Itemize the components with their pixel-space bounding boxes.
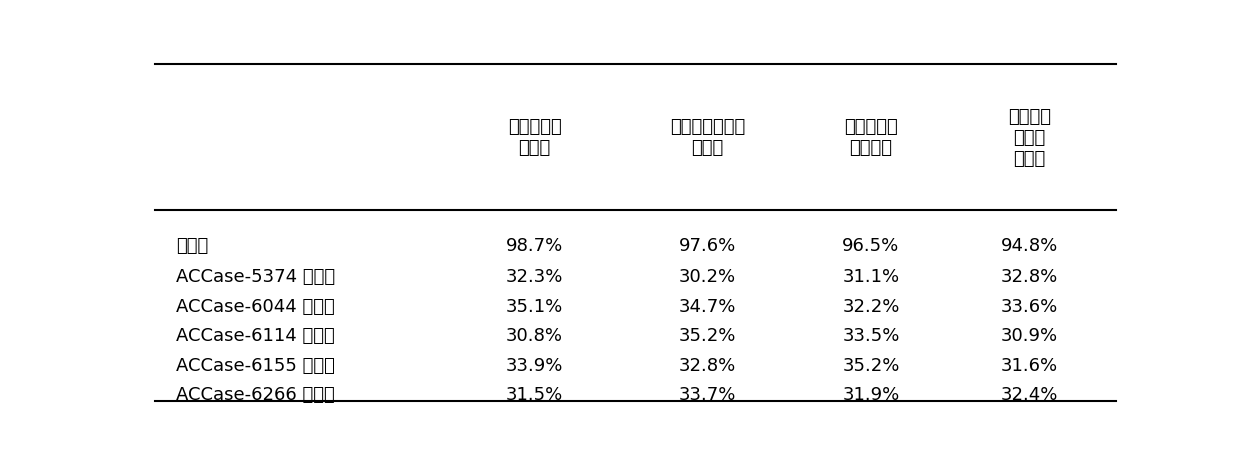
Text: 31.1%: 31.1% xyxy=(842,267,899,285)
Text: 35.1%: 35.1% xyxy=(506,297,563,315)
Text: 野生型: 野生型 xyxy=(176,236,208,254)
Text: 31.5%: 31.5% xyxy=(506,386,563,404)
Text: ACCase-6155 突变体: ACCase-6155 突变体 xyxy=(176,356,335,374)
Text: 96.5%: 96.5% xyxy=(842,236,899,254)
Text: 烯草酮伤害
害百分比: 烯草酮伤害 害百分比 xyxy=(844,118,898,157)
Text: 34.7%: 34.7% xyxy=(678,297,737,315)
Text: ACCase-5374 突变体: ACCase-5374 突变体 xyxy=(176,267,335,285)
Text: 30.9%: 30.9% xyxy=(1001,327,1058,345)
Text: ACCase-6044 突变体: ACCase-6044 突变体 xyxy=(176,297,335,315)
Text: 吡氟禾草
灵伤害
百分比: 吡氟禾草 灵伤害 百分比 xyxy=(1008,108,1052,167)
Text: 94.8%: 94.8% xyxy=(1001,236,1058,254)
Text: 喹禾灵伤害
百分比: 喹禾灵伤害 百分比 xyxy=(507,118,562,157)
Text: 98.7%: 98.7% xyxy=(506,236,563,254)
Text: 35.2%: 35.2% xyxy=(678,327,737,345)
Text: 33.5%: 33.5% xyxy=(842,327,900,345)
Text: 33.6%: 33.6% xyxy=(1001,297,1058,315)
Text: ACCase-6114 突变体: ACCase-6114 突变体 xyxy=(176,327,335,345)
Text: 32.3%: 32.3% xyxy=(506,267,563,285)
Text: 31.9%: 31.9% xyxy=(842,386,899,404)
Text: 32.2%: 32.2% xyxy=(842,297,900,315)
Text: ACCase-6266 突变体: ACCase-6266 突变体 xyxy=(176,386,335,404)
Text: 33.9%: 33.9% xyxy=(506,356,563,374)
Text: 30.8%: 30.8% xyxy=(506,327,563,345)
Text: 35.2%: 35.2% xyxy=(842,356,900,374)
Text: 30.2%: 30.2% xyxy=(680,267,737,285)
Text: 31.6%: 31.6% xyxy=(1001,356,1058,374)
Text: 33.7%: 33.7% xyxy=(678,386,737,404)
Text: 32.8%: 32.8% xyxy=(1001,267,1058,285)
Text: 吡氟氯禾灵伤害
百分比: 吡氟氯禾灵伤害 百分比 xyxy=(670,118,745,157)
Text: 32.4%: 32.4% xyxy=(1001,386,1058,404)
Text: 32.8%: 32.8% xyxy=(680,356,737,374)
Text: 97.6%: 97.6% xyxy=(680,236,737,254)
